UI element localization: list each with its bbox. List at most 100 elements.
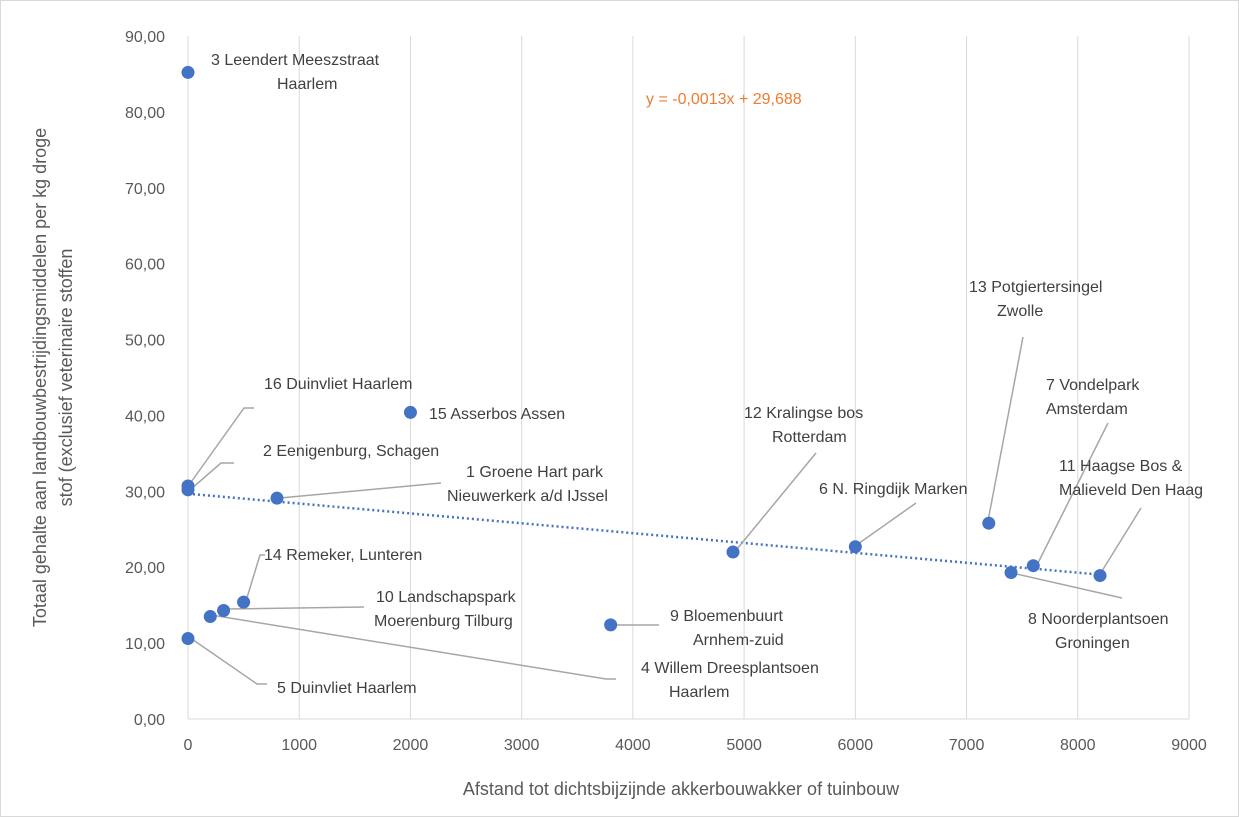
point-labels: 3 Leendert Meeszstraat Haarlem 16 Duinvlie… — [211, 52, 1203, 701]
leader-line — [987, 336, 1024, 522]
data-point — [237, 595, 251, 609]
point-label: 5 Duinvliet Haarlem — [277, 680, 417, 697]
leader-line — [1101, 507, 1142, 572]
point-label-line: 15 Asserbos Assen — [429, 406, 565, 423]
data-point — [1093, 569, 1107, 583]
gridlines — [187, 36, 1190, 720]
leader-line — [224, 606, 365, 610]
x-tick-label: 8000 — [1060, 737, 1096, 754]
point-label-line: 10 Landschapspark — [376, 589, 517, 606]
data-point — [203, 610, 217, 624]
x-tick-label: 2000 — [393, 737, 429, 754]
x-tick-label: 0 — [184, 737, 193, 754]
y-tick-label: 20,00 — [125, 560, 165, 577]
point-label: 9 Bloemenbuurt Arnhem-zuid — [670, 608, 784, 649]
point-label-line: Moerenburg Tilburg — [374, 613, 513, 630]
point-label-line: Amsterdam — [1046, 401, 1128, 418]
y-tick-label: 40,00 — [125, 408, 165, 425]
x-tick-label: 9000 — [1171, 737, 1207, 754]
point-label-line: Malieveld Den Haag — [1059, 482, 1203, 499]
leader-line — [188, 636, 267, 685]
point-label-line: 12 Kralingse bos — [744, 405, 863, 422]
point-label: 4 Willem Dreesplantsoen Haarlem — [641, 660, 819, 701]
point-label: 11 Haagse Bos & Malieveld Den Haag — [1059, 458, 1203, 499]
leader-line — [245, 554, 265, 602]
point-label-line: 8 Noorderplantsoen — [1028, 611, 1169, 628]
point-label-line: 1 Groene Hart park — [466, 464, 604, 481]
point-label: 15 Asserbos Assen — [429, 406, 565, 423]
data-point — [726, 545, 740, 559]
point-label-line: 9 Bloemenbuurt — [670, 608, 784, 625]
data-point — [181, 65, 195, 79]
data-point — [848, 540, 862, 554]
point-label-line: 7 Vondelpark — [1046, 377, 1140, 394]
point-label-line: 14 Remeker, Lunteren — [264, 547, 422, 564]
leader-line — [1011, 572, 1123, 599]
x-tick-label: 6000 — [838, 737, 874, 754]
x-tick-label: 4000 — [615, 737, 651, 754]
point-label-line: 3 Leendert Meeszstraat — [211, 52, 380, 69]
leader-line — [1035, 422, 1109, 568]
point-label-line: 4 Willem Dreesplantsoen — [641, 660, 819, 677]
point-label-line: Nieuwerkerk a/d IJssel — [447, 488, 608, 505]
x-tick-label: 3000 — [504, 737, 540, 754]
data-point — [270, 491, 284, 505]
point-label: 10 Landschapspark Moerenburg Tilburg — [374, 589, 517, 630]
y-axis-title-line: Totaal gehalte aan landbouwbestrijdingsm… — [30, 128, 50, 627]
y-tick-label: 80,00 — [125, 105, 165, 122]
point-label-line: 5 Duinvliet Haarlem — [277, 680, 417, 697]
leader-line — [857, 502, 917, 545]
y-tick-label: 60,00 — [125, 257, 165, 274]
point-label: 14 Remeker, Lunteren — [264, 547, 422, 564]
y-tick-label: 50,00 — [125, 333, 165, 350]
point-label-line: Haarlem — [277, 76, 337, 93]
x-tick-labels: 0 1000 2000 3000 4000 5000 6000 7000 8000 9000 — [184, 737, 1207, 754]
point-label-line: Zwolle — [997, 303, 1043, 320]
leader-line — [279, 482, 442, 499]
point-label-line: 11 Haagse Bos & — [1059, 458, 1183, 475]
point-label-line: 13 Potgiertersingel — [969, 279, 1102, 296]
leader-line — [188, 407, 254, 486]
y-tick-label: 30,00 — [125, 484, 165, 501]
y-axis-title: Totaal gehalte aan landbouwbestrijdingsm… — [30, 128, 76, 627]
point-label: 8 Noorderplantsoen Groningen — [1028, 611, 1169, 652]
point-label-line: Groningen — [1055, 635, 1130, 652]
x-tick-label: 7000 — [949, 737, 985, 754]
y-axis-title-line: stof (exclusief veterinaire stoffen — [56, 249, 76, 507]
y-tick-label: 10,00 — [125, 636, 165, 653]
data-point — [982, 516, 996, 530]
point-label-line: Rotterdam — [772, 429, 847, 446]
y-tick-label: 0,00 — [134, 712, 165, 729]
leader-line — [190, 462, 234, 490]
data-point — [403, 405, 417, 419]
trendline-group: y = -0,0013x + 29,688 — [187, 91, 1101, 576]
point-label: 12 Kralingse bos Rotterdam — [744, 405, 863, 446]
data-point — [1004, 566, 1018, 580]
data-point — [181, 632, 195, 646]
data-points — [181, 65, 1107, 646]
point-label-line: 2 Eenigenburg, Schagen — [263, 443, 439, 460]
leader-line — [736, 452, 817, 550]
data-point — [1026, 559, 1040, 573]
point-label: 6 N. Ringdijk Marken — [819, 481, 968, 498]
x-tick-label: 1000 — [281, 737, 317, 754]
point-label: 7 Vondelpark Amsterdam — [1046, 377, 1140, 418]
x-tick-label: 5000 — [726, 737, 762, 754]
leader-line — [210, 614, 616, 680]
leader-lines — [188, 336, 1142, 685]
y-tick-label: 90,00 — [125, 29, 165, 46]
y-tick-labels: 0,00 10,00 20,00 30,00 40,00 50,00 60,00 70,00 8… — [125, 29, 165, 729]
point-label: 3 Leendert Meeszstraat Haarlem — [211, 52, 380, 93]
y-tick-label: 70,00 — [125, 181, 165, 198]
point-label-line: 6 N. Ringdijk Marken — [819, 481, 968, 498]
x-axis-title: Afstand tot dichtsbijzijnde akkerbouwakk… — [463, 779, 900, 799]
point-label: 13 Potgiertersingel Zwolle — [969, 279, 1102, 320]
data-point — [181, 483, 195, 497]
point-label-line: Arnhem-zuid — [693, 632, 784, 649]
point-label-line: Haarlem — [669, 684, 729, 701]
point-label: 1 Groene Hart park Nieuwerkerk a/d IJssel — [447, 464, 608, 505]
data-point — [217, 603, 231, 617]
trendline-equation: y = -0,0013x + 29,688 — [646, 91, 802, 108]
